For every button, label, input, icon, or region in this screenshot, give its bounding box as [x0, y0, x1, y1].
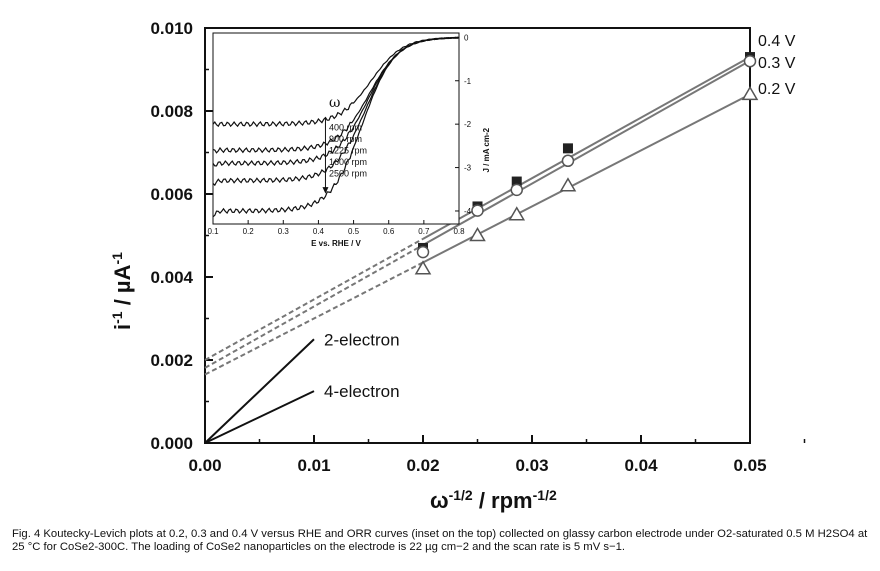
koutecky-levich-chart: 0.00 0.01 0.02 0.03 0.04 0.05 0.000 0.002 0.004… [109, 19, 806, 513]
x-axis-unit: / rpm [473, 488, 533, 513]
inset-legend-item: 900 rpm [329, 134, 362, 144]
x-tick-label: 0.03 [515, 456, 548, 475]
inset-y-tick-label: -3 [464, 164, 472, 173]
reference-line [204, 338, 315, 444]
inset-x-tick-label: 0.6 [383, 227, 395, 236]
fit-line-extrapolated [204, 237, 424, 361]
y-axis-unit-exp: -1 [109, 252, 125, 265]
data-point-circle [743, 54, 757, 68]
data-point-triangle [414, 260, 432, 275]
x-tick-label: 0.05 [733, 456, 766, 475]
data-point-square [511, 176, 522, 187]
data-markers [414, 52, 759, 275]
inset-legend-item: 1225 rpm [329, 146, 367, 156]
x-tick-label: 0.00 [188, 456, 221, 475]
y-tick-label: 0.008 [150, 102, 193, 121]
inset-x-tick-label: 0.7 [418, 227, 430, 236]
x-tick-label: 0.01 [297, 456, 330, 475]
data-point-triangle [508, 206, 526, 221]
y-tick-label: 0.006 [150, 185, 193, 204]
inset-x-axis-title: E vs. RHE / V [311, 239, 361, 248]
y-tick-label: 0.002 [150, 351, 193, 370]
x-tick-label: 0.04 [624, 456, 658, 475]
series-label: 0.4 V [758, 33, 796, 50]
inset-y-tick-label: 0 [464, 33, 469, 42]
series-label: 0.3 V [758, 55, 796, 72]
inset-legend-item: 400 rpm [329, 123, 362, 133]
reference-line-label: 2-electron [324, 330, 400, 349]
figure-caption: Fig. 4 Koutecky-Levich plots at 0.2, 0.3… [12, 528, 868, 553]
inset-legend-title: ω [329, 95, 340, 111]
reference-lines: 2-electron 4-electron [204, 330, 400, 444]
inset-legend-item: 2500 rpm [329, 169, 367, 179]
data-point-square [562, 143, 573, 154]
inset-x-tick-label: 0.4 [313, 227, 325, 236]
data-point-circle [561, 154, 575, 168]
inset-arrow-head [322, 187, 329, 194]
inset-x-tick-label: 0.8 [453, 227, 465, 236]
series-labels: 0.4 V 0.3 V 0.2 V [758, 33, 796, 98]
reference-line-label: 4-electron [324, 382, 400, 401]
data-point-circle [416, 245, 430, 259]
y-tick-label: 0.010 [150, 19, 193, 38]
inset-y-tick-label: -4 [464, 207, 472, 216]
inset-y-axis-title: J / mA cm-2 [482, 127, 491, 172]
data-point-triangle [559, 177, 577, 192]
reference-line [204, 390, 315, 444]
data-point-triangle [469, 227, 486, 242]
x-axis-omega-exp: -1/2 [449, 487, 473, 503]
inset-frame [212, 32, 460, 225]
y-tick-label: 0.000 [150, 434, 193, 453]
inset-x-tick-label: 0.5 [348, 227, 360, 236]
x-axis-omega: ω [430, 488, 449, 513]
x-axis-ticks: 0.00 0.01 0.02 0.03 0.04 0.05 [188, 435, 806, 475]
y-axis-i-exp: -1 [109, 311, 125, 324]
x-axis-unit-exp: -1/2 [533, 487, 557, 503]
y-axis-ticks: 0.000 0.002 0.004 0.006 0.008 0.010 [150, 19, 213, 453]
y-axis-unit: / µA [110, 264, 135, 311]
fit-line-extrapolated [204, 244, 424, 369]
inset-y-tick-label: -1 [464, 77, 472, 86]
data-point-circle [471, 204, 484, 217]
inset-x-tick-label: 0.1 [207, 227, 219, 236]
x-axis-title: ω-1/2 / rpm-1/2 [430, 487, 557, 513]
inset-orr-curve [212, 36, 460, 218]
inset-y-tick-label: -2 [464, 120, 472, 129]
inset-x-tick-label: 0.2 [243, 227, 255, 236]
inset-orr-plot: 0.1 0.2 0.3 0.4 0.5 0.6 0.7 0.8 0 -1 -2 -3 -4 E vs. R… [207, 32, 491, 248]
y-axis-i: i [110, 324, 135, 330]
series-label: 0.2 V [758, 81, 796, 98]
data-point-circle [510, 183, 523, 197]
inset-x-tick-label: 0.3 [278, 227, 290, 236]
inset-legend-item: 1600 rpm [329, 157, 367, 167]
y-tick-label: 0.004 [150, 268, 193, 287]
fit-line-extrapolated [204, 261, 424, 376]
data-point-triangle [741, 85, 759, 101]
y-axis-title: i-1 / µA-1 [109, 252, 135, 330]
x-tick-label: 0.02 [406, 456, 439, 475]
